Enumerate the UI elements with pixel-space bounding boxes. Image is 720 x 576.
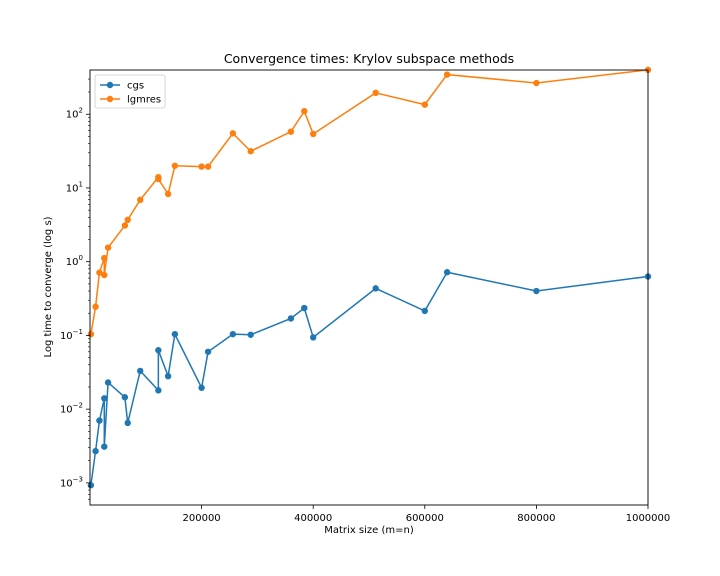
data-point-cgs [421, 307, 428, 315]
x-tick-label: 800000 [517, 513, 555, 524]
data-point-cgs [164, 372, 172, 380]
data-point-lgmres [92, 303, 99, 310]
data-point-lgmres [421, 101, 428, 108]
y-tick-label: 100 [66, 254, 83, 268]
data-point-cgs [247, 331, 254, 338]
data-point-lgmres [87, 330, 95, 338]
x-axis-ticks: 200000 400000 600000 800000 1000000 [183, 505, 671, 524]
data-point-cgs [101, 395, 108, 402]
data-point-lgmres [443, 71, 451, 78]
y-axis-ticks: 10−3 10−2 10−1 100 101 102 [60, 78, 90, 500]
legend-label-cgs: cgs [127, 81, 144, 92]
legend-label-lgmres: lgmres [127, 95, 161, 106]
data-point-lgmres [101, 254, 108, 262]
data-point-cgs [171, 330, 179, 338]
x-tick-label: 400000 [294, 513, 332, 524]
y-tick-label: 10−1 [60, 328, 83, 342]
data-point-lgmres [137, 196, 144, 204]
data-point-cgs [155, 387, 162, 394]
data-point-cgs [533, 287, 540, 295]
data-point-cgs [121, 394, 129, 401]
series-line-cgs [90, 271, 649, 486]
data-point-cgs [104, 379, 112, 386]
data-point-lgmres [155, 175, 162, 183]
data-point-lgmres [301, 107, 308, 115]
data-point-cgs [310, 334, 317, 341]
data-point-cgs [372, 285, 379, 292]
data-point-lgmres [124, 216, 131, 223]
data-point-lgmres [104, 244, 112, 251]
data-point-cgs [101, 443, 108, 450]
plot-series [87, 66, 652, 489]
data-point-lgmres [171, 162, 179, 169]
series-line-lgmres [90, 69, 649, 335]
data-point-cgs [287, 315, 295, 322]
data-point-lgmres [533, 79, 540, 87]
data-point-cgs [92, 447, 99, 455]
y-tick-label: 10−3 [60, 475, 83, 489]
x-tick-label: 600000 [406, 513, 444, 524]
axes-frame [89, 69, 649, 506]
data-point-lgmres [164, 190, 172, 198]
data-point-lgmres [372, 89, 379, 97]
data-point-lgmres [287, 128, 295, 135]
data-point-lgmres [96, 269, 103, 276]
x-tick-label: 1000000 [626, 513, 671, 524]
data-point-lgmres [198, 163, 205, 170]
data-point-cgs [301, 304, 308, 312]
data-point-lgmres [247, 148, 254, 155]
x-tick-label: 200000 [183, 513, 221, 524]
data-point-cgs [204, 348, 212, 355]
data-point-cgs [443, 269, 451, 276]
chart-title: Convergence times: Krylov subspace metho… [224, 51, 514, 66]
data-point-cgs [137, 367, 144, 375]
y-axis-label: Log time to converge (log s) [43, 216, 54, 357]
legend-marker-cgs [106, 81, 114, 89]
x-axis-label: Matrix size (m=n) [324, 525, 414, 536]
y-tick-label: 102 [66, 107, 83, 121]
y-tick-label: 101 [66, 180, 83, 194]
data-point-lgmres [101, 271, 108, 279]
legend: cgs lgmres [94, 74, 166, 109]
data-point-lgmres [310, 130, 317, 138]
data-point-cgs [198, 384, 205, 391]
data-point-lgmres [121, 222, 129, 229]
data-point-cgs [96, 417, 103, 424]
data-point-lgmres [204, 163, 212, 170]
data-point-cgs [124, 419, 131, 427]
data-point-cgs [229, 330, 237, 338]
data-point-cgs [155, 347, 162, 354]
y-tick-label: 10−2 [60, 402, 83, 416]
legend-marker-lgmres [106, 95, 114, 103]
data-point-lgmres [229, 130, 237, 137]
data-point-cgs [87, 482, 95, 489]
